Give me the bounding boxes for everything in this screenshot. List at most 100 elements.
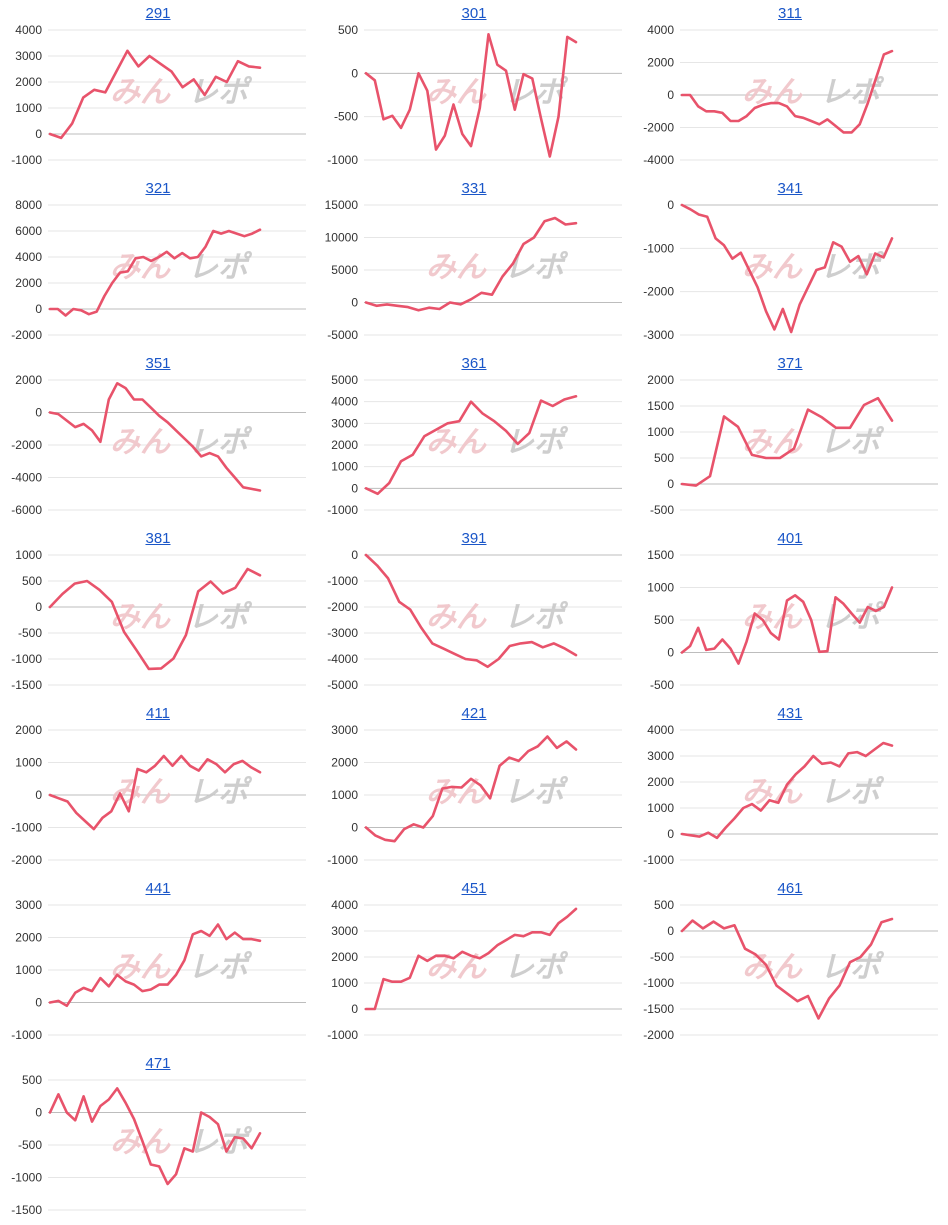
chart-title-link[interactable]: 351: [145, 355, 171, 372]
svg-text:レポ: レポ: [188, 75, 253, 110]
y-tick-label: 8000: [15, 198, 42, 212]
y-tick-label: -2000: [327, 600, 358, 614]
y-tick-label: 2000: [647, 775, 674, 789]
y-tick-label: -2000: [11, 438, 42, 452]
series-line: [364, 394, 578, 496]
y-tick-label: 0: [667, 646, 674, 660]
line-chart: 1000 500 0 -500 -1000 -1500 みん レポ: [11, 548, 306, 692]
chart-panel-421: 421 3000 2000 1000 0 -1000 みん レポ: [316, 700, 632, 875]
chart-title-link[interactable]: 461: [777, 880, 803, 897]
series-line: [48, 49, 262, 140]
svg-text:レポ: レポ: [188, 950, 253, 985]
y-tick-label: 1500: [647, 399, 674, 413]
y-tick-label: -3000: [643, 328, 674, 342]
watermark-logo: みん レポ: [742, 775, 885, 810]
series-line: [680, 203, 894, 334]
chart-title-link[interactable]: 391: [461, 530, 487, 547]
y-tick-label: -500: [650, 950, 674, 964]
svg-text:レポ: レポ: [504, 600, 569, 635]
series-line: [364, 216, 578, 312]
y-tick-label: 1000: [15, 756, 42, 770]
chart-title-link[interactable]: 291: [145, 5, 171, 22]
y-tick-label: -2000: [643, 1028, 674, 1042]
line-chart: 2000 0 -2000 -4000 -6000 みん レポ: [11, 373, 306, 517]
chart-panel-351: 351 2000 0 -2000 -4000 -6000 みん レポ: [0, 350, 316, 525]
chart-title-link[interactable]: 331: [461, 180, 487, 197]
y-tick-label: -1000: [11, 652, 42, 666]
y-tick-label: 1000: [647, 801, 674, 815]
y-tick-label: 5000: [331, 263, 358, 277]
y-tick-label: 0: [351, 1002, 358, 1016]
chart-panel-341: 341 0 -1000 -2000 -3000 みん レポ: [632, 175, 948, 350]
line-chart: 4000 3000 2000 1000 0 -1000 みん レポ: [643, 723, 938, 867]
chart-panel-381: 381 1000 500 0 -500 -1000 -1500 みん レポ: [0, 525, 316, 700]
chart-panel-401: 401 1500 1000 500 0 -500 みん レポ: [632, 525, 948, 700]
chart-title-link[interactable]: 381: [145, 530, 171, 547]
y-tick-label: 500: [654, 898, 674, 912]
line-chart: 500 0 -500 -1000 みん レポ: [327, 23, 622, 167]
y-tick-label: -500: [18, 1138, 42, 1152]
y-tick-label: 2000: [15, 931, 42, 945]
y-tick-label: -1000: [643, 853, 674, 867]
y-tick-label: -1000: [643, 976, 674, 990]
chart-panel-371: 371 2000 1500 1000 500 0 -500 みん レポ: [632, 350, 948, 525]
watermark-logo: みん レポ: [426, 775, 569, 810]
chart-title-link[interactable]: 421: [461, 705, 487, 722]
watermark-logo: みん レポ: [426, 75, 569, 110]
chart-title-link[interactable]: 431: [777, 705, 803, 722]
chart-title-link[interactable]: 321: [145, 180, 171, 197]
series-line: [364, 32, 578, 158]
svg-text:レポ: レポ: [820, 425, 885, 460]
svg-text:みん: みん: [742, 75, 803, 110]
y-tick-label: -500: [650, 503, 674, 517]
y-tick-label: 0: [35, 302, 42, 316]
chart-panel-461: 461 500 0 -500 -1000 -1500 -2000 みん レポ: [632, 875, 948, 1050]
chart-panel-361: 361 5000 4000 3000 2000 1000 0 -1000 みん レポ: [316, 350, 632, 525]
y-tick-label: 0: [351, 66, 358, 80]
chart-panel-471: 471 500 0 -500 -1000 -1500 みん レポ: [0, 1050, 316, 1225]
y-tick-label: 4000: [647, 23, 674, 37]
y-tick-label: 3000: [331, 416, 358, 430]
chart-title-link[interactable]: 411: [146, 705, 170, 722]
y-tick-label: -2000: [643, 285, 674, 299]
y-tick-label: 1000: [331, 460, 358, 474]
chart-title-link[interactable]: 371: [777, 355, 803, 372]
chart-title-link[interactable]: 441: [145, 880, 171, 897]
svg-text:みん: みん: [426, 600, 487, 635]
chart-title-link[interactable]: 341: [777, 180, 803, 197]
chart-panel-451: 451 4000 3000 2000 1000 0 -1000 みん レポ: [316, 875, 632, 1050]
svg-text:レポ: レポ: [504, 950, 569, 985]
y-tick-label: 4000: [331, 898, 358, 912]
y-tick-label: 0: [351, 548, 358, 562]
y-tick-label: 0: [35, 406, 42, 420]
chart-title-link[interactable]: 361: [461, 355, 487, 372]
chart-panel-441: 441 3000 2000 1000 0 -1000 みん レポ: [0, 875, 316, 1050]
svg-text:レポ: レポ: [504, 775, 569, 810]
svg-text:レポ: レポ: [188, 600, 253, 635]
chart-title-link[interactable]: 451: [461, 880, 487, 897]
y-tick-label: 500: [654, 613, 674, 627]
series-line: [48, 923, 262, 1008]
y-tick-label: -1000: [11, 1171, 42, 1185]
chart-panel-301: 301 500 0 -500 -1000 みん レポ: [316, 0, 632, 175]
chart-panel-411: 411 2000 1000 0 -1000 -2000 みん レポ: [0, 700, 316, 875]
y-tick-label: 2000: [647, 373, 674, 387]
svg-text:レポ: レポ: [504, 250, 569, 285]
y-tick-label: -2000: [643, 121, 674, 135]
svg-text:みん: みん: [426, 250, 487, 285]
line-chart: 15000 10000 5000 0 -5000 みん レポ: [325, 198, 622, 342]
y-tick-label: -1000: [327, 574, 358, 588]
watermark-logo: みん レポ: [742, 600, 885, 635]
y-tick-label: 15000: [325, 198, 359, 212]
chart-title-link[interactable]: 401: [777, 530, 803, 547]
chart-title-link[interactable]: 301: [461, 5, 487, 22]
y-tick-label: 6000: [15, 224, 42, 238]
y-tick-label: 1000: [15, 101, 42, 115]
chart-title-link[interactable]: 471: [145, 1055, 171, 1072]
series-line: [680, 49, 894, 134]
chart-title-link[interactable]: 311: [778, 5, 802, 22]
y-tick-label: -1000: [11, 153, 42, 167]
y-tick-label: 0: [351, 481, 358, 495]
series-line: [680, 741, 894, 840]
series-line: [364, 907, 578, 1011]
